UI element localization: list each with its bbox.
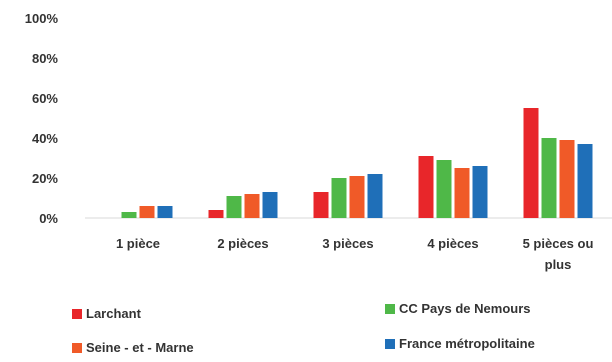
legend-swatch bbox=[72, 309, 82, 319]
bar bbox=[139, 206, 155, 218]
y-axis: 0% 20% 40% 60% 80% 100% bbox=[25, 11, 59, 226]
x-tick-label: 3 pièces bbox=[322, 236, 373, 251]
y-tick-label: 100% bbox=[25, 11, 59, 26]
legend-swatch bbox=[385, 304, 395, 314]
bar bbox=[208, 210, 224, 218]
y-tick-label: 40% bbox=[32, 131, 58, 146]
bars bbox=[121, 108, 593, 218]
x-tick-label: 4 pièces bbox=[427, 236, 478, 251]
x-tick-label: 2 pièces bbox=[217, 236, 268, 251]
y-tick-label: 0% bbox=[39, 211, 58, 226]
bar bbox=[577, 144, 593, 218]
x-tick-label: 5 pièces ou bbox=[523, 236, 594, 251]
bar bbox=[541, 138, 557, 218]
legend-label: CC Pays de Nemours bbox=[399, 301, 531, 316]
bar bbox=[418, 156, 434, 218]
legend-label: Larchant bbox=[86, 306, 142, 321]
legend-swatch bbox=[385, 339, 395, 349]
bar bbox=[157, 206, 173, 218]
bar bbox=[436, 160, 452, 218]
bar bbox=[331, 178, 347, 218]
bar bbox=[523, 108, 539, 218]
x-tick-label: 1 pièce bbox=[116, 236, 160, 251]
bar bbox=[313, 192, 329, 218]
bar bbox=[454, 168, 470, 218]
legend-label: Seine - et - Marne bbox=[86, 340, 194, 355]
legend-swatch bbox=[72, 343, 82, 353]
bar bbox=[472, 166, 488, 218]
bar bbox=[559, 140, 575, 218]
y-tick-label: 20% bbox=[32, 171, 58, 186]
bar bbox=[262, 192, 278, 218]
bar bbox=[349, 176, 365, 218]
bar bbox=[367, 174, 383, 218]
y-tick-label: 80% bbox=[32, 51, 58, 66]
bar bbox=[121, 212, 137, 218]
x-axis: 1 pièce 2 pièces 3 pièces 4 pièces 5 pièces … bbox=[116, 236, 594, 272]
bar bbox=[244, 194, 260, 218]
y-tick-label: 60% bbox=[32, 91, 58, 106]
legend: Larchant CC Pays de Nemours Seine - et - M… bbox=[72, 301, 535, 355]
x-tick-label: plus bbox=[545, 257, 572, 272]
bar bbox=[226, 196, 242, 218]
legend-label: France métropolitaine bbox=[399, 336, 535, 351]
